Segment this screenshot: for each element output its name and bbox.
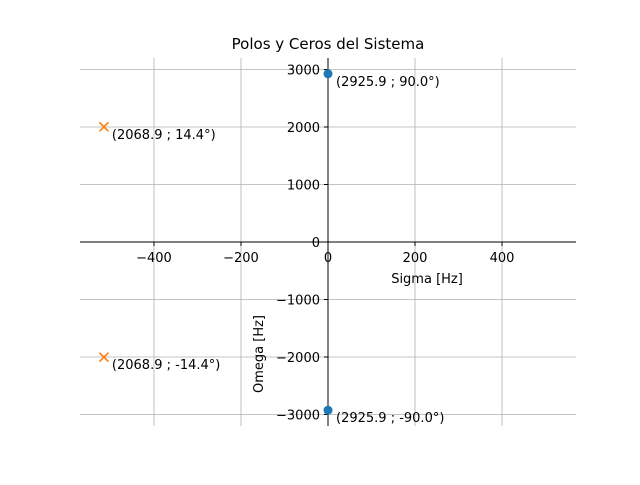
zero-marker	[98, 352, 109, 363]
x-tick: 200	[403, 242, 428, 266]
zero-marker	[98, 121, 109, 132]
y-tick-label: −2000	[276, 351, 320, 366]
point-annotation: (2068.9 ; 14.4°)	[112, 128, 216, 143]
x-axis-label: Sigma [Hz]	[391, 272, 463, 287]
pole-marker	[323, 69, 333, 79]
chart-title: Polos y Ceros del Sistema	[232, 35, 425, 53]
x-tick: 400	[490, 242, 515, 266]
pole-marker	[323, 405, 333, 415]
x-tick-label: 0	[324, 251, 332, 266]
y-tick: 3000	[287, 64, 328, 79]
point-annotation: (2925.9 ; -90.0°)	[336, 411, 444, 426]
x-tick-label: 200	[403, 251, 428, 266]
y-tick: 0	[312, 236, 328, 251]
x-tick-label: −200	[223, 251, 259, 266]
point-annotation: (2925.9 ; 90.0°)	[336, 75, 440, 90]
y-tick-label: 2000	[287, 121, 320, 136]
zero-marker-stroke	[98, 121, 109, 132]
y-tick: −1000	[276, 294, 328, 309]
x-ticks: −400 −200 0 200 400	[136, 242, 514, 266]
y-tick: 2000	[287, 121, 328, 136]
y-tick: −2000	[276, 351, 328, 366]
y-tick-label: −3000	[276, 409, 320, 424]
data-points	[98, 69, 333, 415]
point-annotation: (2068.9 ; -14.4°)	[112, 358, 220, 373]
point-annotations: (2925.9 ; 90.0°) (2925.9 ; -90.0°) (2068.9…	[112, 75, 444, 426]
y-tick-label: 0	[312, 236, 320, 251]
y-tick-label: 3000	[287, 64, 320, 79]
x-tick: −400	[136, 242, 172, 266]
zero-marker-stroke	[98, 352, 109, 363]
y-axis-label: Omega [Hz]	[252, 315, 267, 393]
x-tick: −200	[223, 242, 259, 266]
y-tick: −3000	[276, 409, 328, 424]
y-tick-label: 1000	[287, 179, 320, 194]
y-ticks: −3000 −2000 −1000 0 1000 2000 3000	[276, 64, 328, 424]
x-tick-label: −400	[136, 251, 172, 266]
y-tick-label: −1000	[276, 294, 320, 309]
y-tick: 1000	[287, 179, 328, 194]
x-tick: 0	[324, 242, 332, 266]
x-tick-label: 400	[490, 251, 515, 266]
